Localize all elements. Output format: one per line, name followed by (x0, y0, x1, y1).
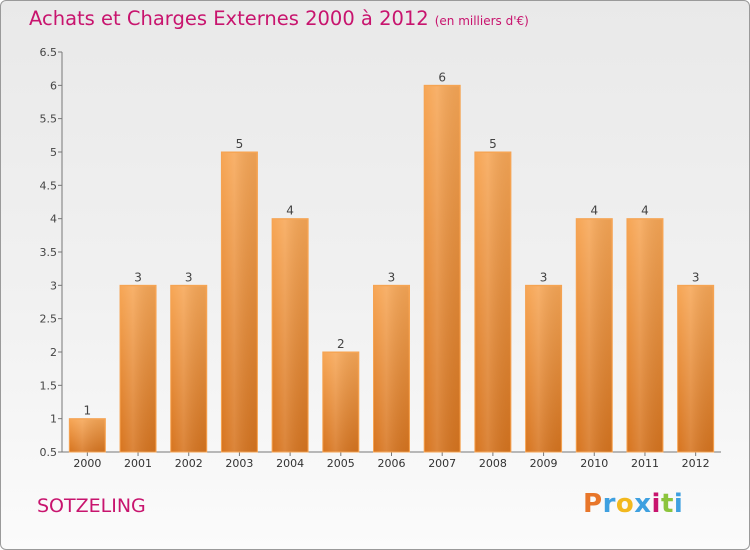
bars (68, 84, 715, 453)
bar-sheen (222, 153, 257, 452)
x-tick-label: 2005 (327, 457, 355, 470)
y-tick-label: 5.5 (40, 113, 58, 126)
y-tick-label: 3.5 (40, 246, 58, 259)
proxiti-logo: Proxiti (583, 489, 683, 519)
bar-sheen (70, 419, 105, 452)
bar-sheen (121, 286, 156, 452)
x-tick-label: 2001 (124, 457, 152, 470)
bar-sheen (171, 286, 206, 452)
bar-sheen (577, 219, 612, 452)
bar-sheen (526, 286, 561, 452)
x-tick-label: 2000 (73, 457, 101, 470)
x-tick-label: 2008 (479, 457, 507, 470)
location-label: SOTZELING (37, 495, 146, 517)
x-tick-label: 2007 (428, 457, 456, 470)
value-label: 2 (337, 337, 345, 351)
value-label: 1 (84, 404, 92, 418)
bar-sheen (273, 219, 308, 452)
value-label: 3 (134, 270, 142, 284)
bar-sheen (678, 286, 713, 452)
x-tick-label: 2003 (225, 457, 253, 470)
value-label: 3 (185, 270, 193, 284)
x-tick-label: 2010 (580, 457, 608, 470)
bar-sheen (425, 86, 460, 452)
x-tick-label: 2009 (530, 457, 558, 470)
y-tick-label: 2 (50, 346, 57, 359)
value-label: 5 (489, 137, 497, 151)
y-tick-label: 1.5 (40, 379, 58, 392)
x-tick-label: 2004 (276, 457, 304, 470)
y-tick-label: 4.5 (40, 179, 58, 192)
logo-letter: o (615, 489, 635, 519)
logo-letter: x (634, 489, 652, 519)
logo-letter: r (602, 489, 616, 519)
logo-letter: t (660, 489, 674, 519)
y-tick-label: 2.5 (40, 313, 58, 326)
value-label: 3 (388, 270, 396, 284)
bar-sheen (374, 286, 409, 452)
x-tick-label: 2012 (682, 457, 710, 470)
logo-letter: P (583, 489, 603, 519)
bar-chart: 2000 2001 2002 2003 2004 2005 2006 2007 2008 2009… (40, 46, 721, 470)
value-label: 6 (438, 70, 446, 84)
y-tick-label: 1 (50, 413, 57, 426)
value-label: 3 (692, 270, 700, 284)
value-label: 3 (540, 270, 548, 284)
logo-letter: i (673, 489, 684, 519)
y-tick-labels: 0.5 1 1.5 2 2.5 3 3.5 4 4.5 5 5.5 6 6.5 (40, 46, 58, 459)
x-tick-label: 2002 (175, 457, 203, 470)
value-label: 4 (641, 204, 649, 218)
value-label: 5 (236, 137, 244, 151)
logo-letter: i (651, 489, 661, 519)
bar-sheen (627, 219, 662, 452)
value-label: 4 (286, 204, 294, 218)
title-text: Achats et Charges Externes 2000 à 2012 (29, 7, 429, 30)
bar-sheen (475, 153, 510, 452)
bar-sheen (323, 353, 358, 452)
x-tick-label: 2011 (631, 457, 659, 470)
y-tick-label: 3 (50, 279, 57, 292)
x-tick-label: 2006 (378, 457, 406, 470)
y-tick-label: 6.5 (40, 46, 58, 59)
y-tick-label: 4 (50, 213, 57, 226)
value-label: 4 (590, 204, 598, 218)
y-tick-label: 6 (50, 79, 57, 92)
value-labels: 1 3 3 5 4 2 3 6 5 3 4 4 3 (84, 70, 700, 417)
x-tick-labels: 2000 2001 2002 2003 2004 2005 2006 2007 2008 2009… (73, 457, 709, 470)
chart-subtitle: (en milliers d'€) (434, 14, 529, 28)
y-tick-label: 5 (50, 146, 57, 159)
chart-title: Achats et Charges Externes 2000 à 2012 (e… (29, 7, 529, 30)
y-tick-label: 0.5 (40, 446, 58, 459)
